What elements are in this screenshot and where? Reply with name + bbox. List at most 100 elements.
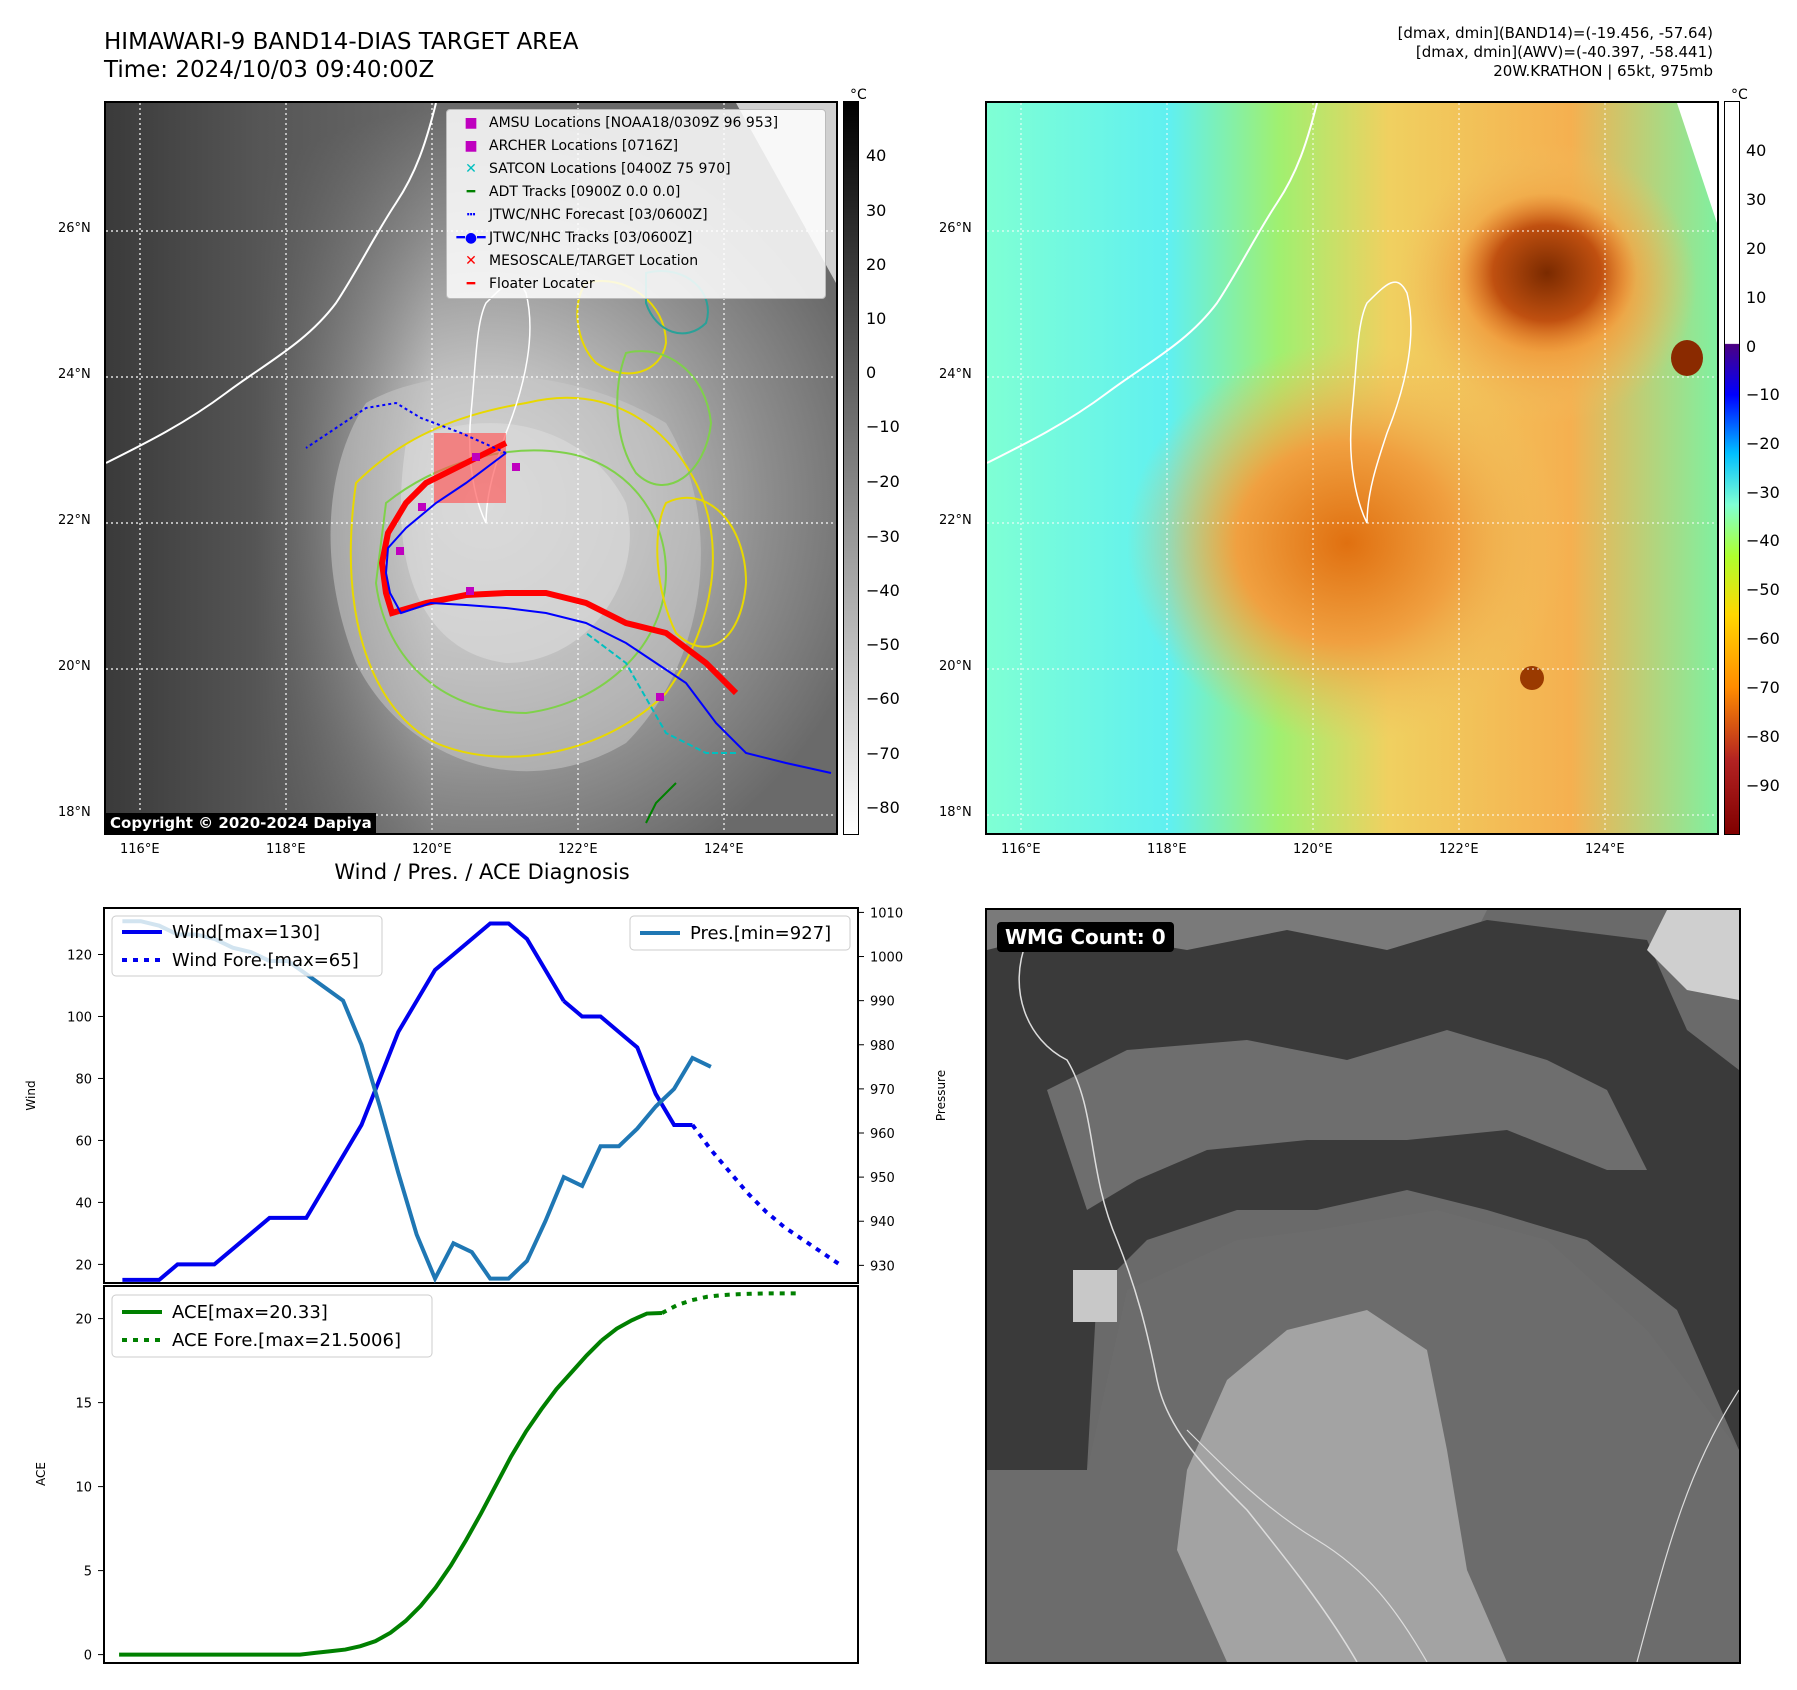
- lon-tick-label: 124°E: [704, 842, 744, 857]
- wind-ytick-label: 20: [75, 1258, 92, 1273]
- pressure-ytick-label: 980: [870, 1039, 895, 1054]
- lat-tick-label: 18°N: [58, 805, 91, 820]
- lon-tick-label: 118°E: [266, 842, 306, 857]
- awv-colorbar-tick: −80: [1746, 727, 1780, 746]
- lat-tick-label: 24°N: [58, 367, 91, 382]
- chart-title: HIMAWARI-9 BAND14-DIAS TARGET AREA: [104, 29, 579, 55]
- legend-item-amsu: ■ AMSU Locations [NOAA18/0309Z 96 953]: [453, 112, 819, 135]
- ace-ytick-label: 10: [75, 1481, 92, 1496]
- wind-forecast-legend-label: Wind Fore.[max=65]: [172, 950, 359, 971]
- ace-series-tail-line: [600, 1311, 663, 1343]
- pressure-ytick-label: 1000: [870, 951, 903, 966]
- awv-colorbar-tick: −50: [1746, 580, 1780, 599]
- awv-colorbar-tick: 30: [1746, 190, 1767, 209]
- wind-legend: [111, 915, 383, 977]
- lon-tick-label: 122°E: [1439, 842, 1479, 857]
- lon-tick-label: 124°E: [1585, 842, 1625, 857]
- legend-item-jtwc-forecast: ┅ JTWC/NHC Forecast [03/0600Z]: [453, 204, 819, 227]
- wind-ylabel: Wind: [24, 1080, 38, 1110]
- ace-forecast-legend-label: ACE Fore.[max=21.5006]: [172, 1330, 401, 1351]
- ace-ylabel: ACE: [34, 1462, 48, 1486]
- lat-tick-label: 18°N: [939, 805, 972, 820]
- awv-colorbar-tick: −10: [1746, 385, 1780, 404]
- band14-map-panel: Copyright © 2020-2024 Dapiya ■ AMSU Locat…: [104, 101, 838, 835]
- wind-forecast-line: [690, 1123, 841, 1267]
- band14-colorbar-tick: −70: [866, 744, 900, 763]
- wind-pressure-chart: 20 40 60 80 100 120 930 940 950 960 970 980 990 1000 1…: [24, 906, 948, 1284]
- lat-tick-label: 20°N: [939, 659, 972, 674]
- ace-ytick-label: 0: [84, 1649, 92, 1664]
- map-legend: ■ AMSU Locations [NOAA18/0309Z 96 953] ■ A…: [446, 109, 826, 299]
- forecast-line-icon: ┅: [466, 207, 476, 223]
- legend-item-archer: ■ ARCHER Locations [0716Z]: [453, 135, 819, 158]
- band14-colorbar-tick: 40: [866, 146, 887, 165]
- wind-series-tail-line: [562, 999, 693, 1127]
- awv-map-image: [987, 103, 1717, 833]
- band14-colorbar-tick: −50: [866, 635, 900, 654]
- awv-map-panel: [985, 101, 1719, 835]
- band14-colorbar-tick: 0: [866, 363, 877, 382]
- ace-ytick-label: 15: [75, 1397, 92, 1412]
- lat-tick-label: 22°N: [939, 513, 972, 528]
- legend-label: MESOSCALE/TARGET Location: [489, 253, 699, 269]
- pressure-ylabel: Pressure: [934, 1070, 948, 1121]
- lon-tick-label: 118°E: [1147, 842, 1187, 857]
- track-line-icon: ━●━: [456, 230, 486, 246]
- legend-item-mesoscale: ✕ MESOSCALE/TARGET Location: [453, 250, 819, 273]
- wmg-image: [987, 910, 1739, 1662]
- ace-legend: [111, 1294, 433, 1358]
- lon-tick-label: 120°E: [412, 842, 452, 857]
- ace-chart: 0 5 10 15 20 ACE ACE[max=20.33] ACE Fore.[max=2…: [34, 1285, 859, 1664]
- wmg-panel: WMG Count: 0: [985, 908, 1741, 1664]
- band14-colorbar-tick: 10: [866, 309, 887, 328]
- awv-colorbar-tick: −60: [1746, 629, 1780, 648]
- pressure-ytick-label: 960: [870, 1127, 895, 1142]
- dmax-awv-info: [dmax, dmin](AWV)=(-40.397, -58.441): [1415, 43, 1713, 61]
- lat-tick-label: 26°N: [939, 221, 972, 236]
- wind-ytick-label: 120: [67, 948, 92, 963]
- copyright-label: Copyright © 2020-2024 Dapiya: [106, 813, 376, 833]
- wind-ytick-label: 100: [67, 1010, 92, 1025]
- awv-colorbar-tick: 20: [1746, 239, 1767, 258]
- archer-marker-icon: ■: [464, 138, 478, 154]
- ace-ytick-label: 20: [75, 1313, 92, 1328]
- pressure-ytick-label: 940: [870, 1215, 895, 1230]
- awv-colorbar-tick: 40: [1746, 141, 1767, 160]
- legend-label: JTWC/NHC Tracks [03/0600Z]: [489, 230, 693, 246]
- wind-ytick-label: 80: [75, 1072, 92, 1087]
- awv-colorbar-tick: 10: [1746, 288, 1767, 307]
- band14-colorbar-tick: −30: [866, 527, 900, 546]
- pressure-ytick-label: 1010: [870, 906, 903, 921]
- lon-tick-label: 116°E: [1001, 842, 1041, 857]
- legend-label: Floater Locater: [489, 276, 595, 292]
- lat-tick-label: 26°N: [58, 221, 91, 236]
- band14-colorbar-tick: −80: [866, 798, 900, 817]
- legend-label: ARCHER Locations [0716Z]: [489, 138, 679, 154]
- awv-colorbar-tick: −40: [1746, 531, 1780, 550]
- pressure-ytick-label: 950: [870, 1171, 895, 1186]
- band14-colorbar-tick: −20: [866, 472, 900, 491]
- wind-ytick-label: 60: [75, 1134, 92, 1149]
- mesoscale-marker-icon: ✕: [465, 253, 477, 269]
- band14-colorbar: [843, 101, 859, 835]
- diagnosis-title: Wind / Pres. / ACE Diagnosis: [334, 860, 630, 884]
- ace-series-line: [119, 1339, 604, 1657]
- lat-tick-label: 22°N: [58, 513, 91, 528]
- awv-colorbar: [1724, 101, 1740, 835]
- lat-tick-label: 24°N: [939, 367, 972, 382]
- legend-label: SATCON Locations [0400Z 75 970]: [489, 161, 731, 177]
- band14-colorbar-tick: 30: [866, 201, 887, 220]
- band14-colorbar-tick: 20: [866, 255, 887, 274]
- ace-ytick-label: 5: [84, 1565, 92, 1580]
- wmg-count-badge: WMG Count: 0: [997, 922, 1174, 952]
- chart-time: Time: 2024/10/03 09:40:00Z: [104, 57, 435, 83]
- awv-colorbar-tick: −70: [1746, 678, 1780, 697]
- wind-legend-label: Wind[max=130]: [172, 922, 320, 943]
- awv-colorbar-ticks: 40 30 20 10 0 −10 −20 −30 −40 −50 −60 −70 −80 −90: [1746, 101, 1786, 835]
- legend-item-adt: ━ ADT Tracks [0900Z 0.0 0.0]: [453, 181, 819, 204]
- awv-colorbar-unit: °C: [1731, 87, 1748, 103]
- legend-item-floater: ━ Floater Locater: [453, 273, 819, 296]
- ace-forecast-line: [661, 1291, 798, 1315]
- floater-line-icon: ━: [466, 276, 476, 292]
- satcon-marker-icon: ✕: [465, 161, 477, 177]
